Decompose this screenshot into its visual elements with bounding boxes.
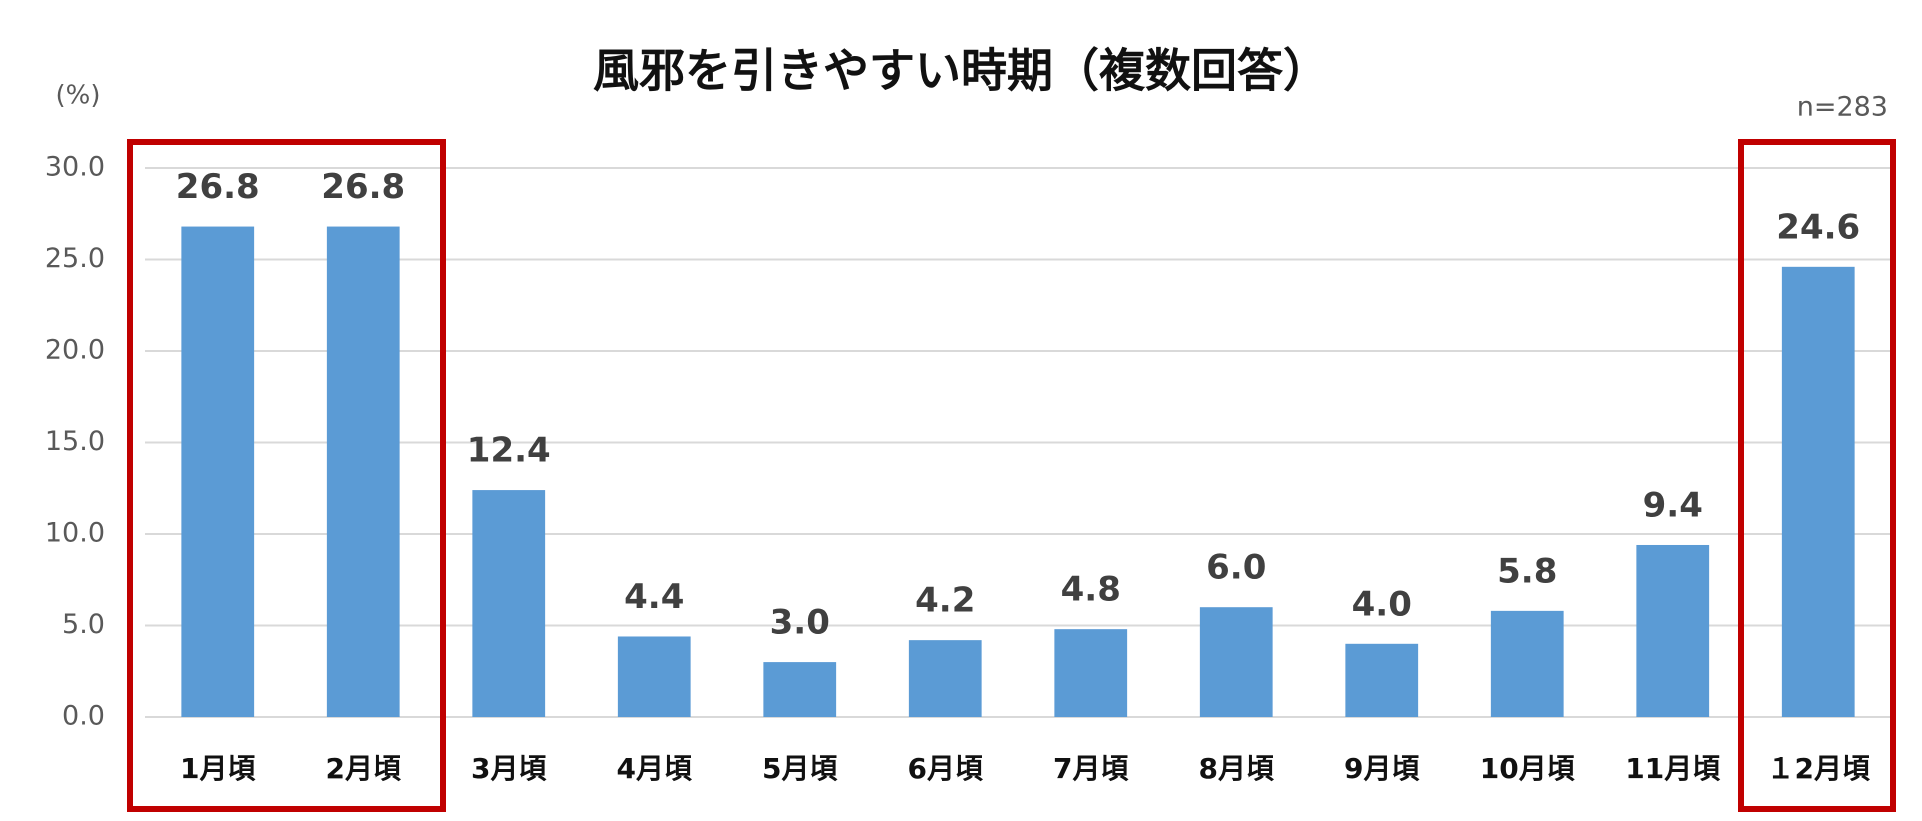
bar bbox=[763, 662, 837, 717]
y-tick-label: 5.0 bbox=[62, 609, 105, 640]
bar bbox=[472, 490, 546, 717]
x-tick-label: 3月頃 bbox=[471, 752, 546, 785]
bar bbox=[1490, 610, 1564, 717]
bar bbox=[908, 640, 982, 717]
x-tick-label: 1月頃 bbox=[180, 752, 255, 785]
value-label: 24.6 bbox=[1776, 207, 1860, 247]
x-tick-label: 11月頃 bbox=[1625, 752, 1720, 785]
value-label: 26.8 bbox=[321, 167, 405, 207]
bar bbox=[1054, 629, 1128, 717]
x-tick-label: 10月頃 bbox=[1480, 752, 1575, 785]
value-label: 4.8 bbox=[1061, 570, 1121, 610]
x-tick-label: 8月頃 bbox=[1199, 752, 1274, 785]
value-label: 9.4 bbox=[1643, 485, 1703, 525]
bar bbox=[617, 636, 691, 717]
y-axis-label: (%) bbox=[56, 81, 101, 111]
y-tick-label: 30.0 bbox=[45, 152, 105, 183]
value-label: 5.8 bbox=[1497, 551, 1557, 591]
value-label: 4.0 bbox=[1352, 584, 1412, 624]
value-label: 3.0 bbox=[770, 603, 830, 643]
bar bbox=[181, 226, 255, 717]
x-tick-label: 7月頃 bbox=[1053, 752, 1128, 785]
value-label: 26.8 bbox=[176, 167, 260, 207]
highlight-box bbox=[1738, 139, 1896, 812]
bar bbox=[1345, 643, 1419, 717]
y-tick-label: 0.0 bbox=[62, 701, 105, 732]
y-tick-label: 10.0 bbox=[45, 518, 105, 549]
value-label: 4.4 bbox=[624, 577, 684, 617]
highlight-box bbox=[127, 139, 446, 812]
bar bbox=[1636, 544, 1710, 717]
x-tick-label: 6月頃 bbox=[908, 752, 983, 785]
y-tick-label: 20.0 bbox=[45, 335, 105, 366]
y-tick-label: 25.0 bbox=[45, 243, 105, 274]
bar bbox=[326, 226, 400, 717]
value-label: 6.0 bbox=[1206, 548, 1266, 588]
x-tick-label: 5月頃 bbox=[762, 752, 837, 785]
value-label: 12.4 bbox=[467, 431, 551, 471]
x-tick-label: １2月頃 bbox=[1767, 752, 1870, 785]
sample-size: n=283 bbox=[1797, 92, 1888, 123]
x-tick-label: 4月頃 bbox=[617, 752, 692, 785]
x-tick-label: 9月頃 bbox=[1344, 752, 1419, 785]
plot: 0.0 5.0 10.0 15.0 20.0 25.0 30.0 1月頃 26.8 2月頃 26.8… bbox=[45, 152, 1891, 785]
y-tick-label: 15.0 bbox=[45, 426, 105, 457]
bar bbox=[1199, 607, 1273, 717]
x-tick-label: 2月頃 bbox=[326, 752, 401, 785]
chart-title: 風邪を引きやすい時期（複数回答） bbox=[593, 44, 1329, 98]
value-label: 4.2 bbox=[915, 581, 975, 621]
bar bbox=[1781, 266, 1855, 717]
